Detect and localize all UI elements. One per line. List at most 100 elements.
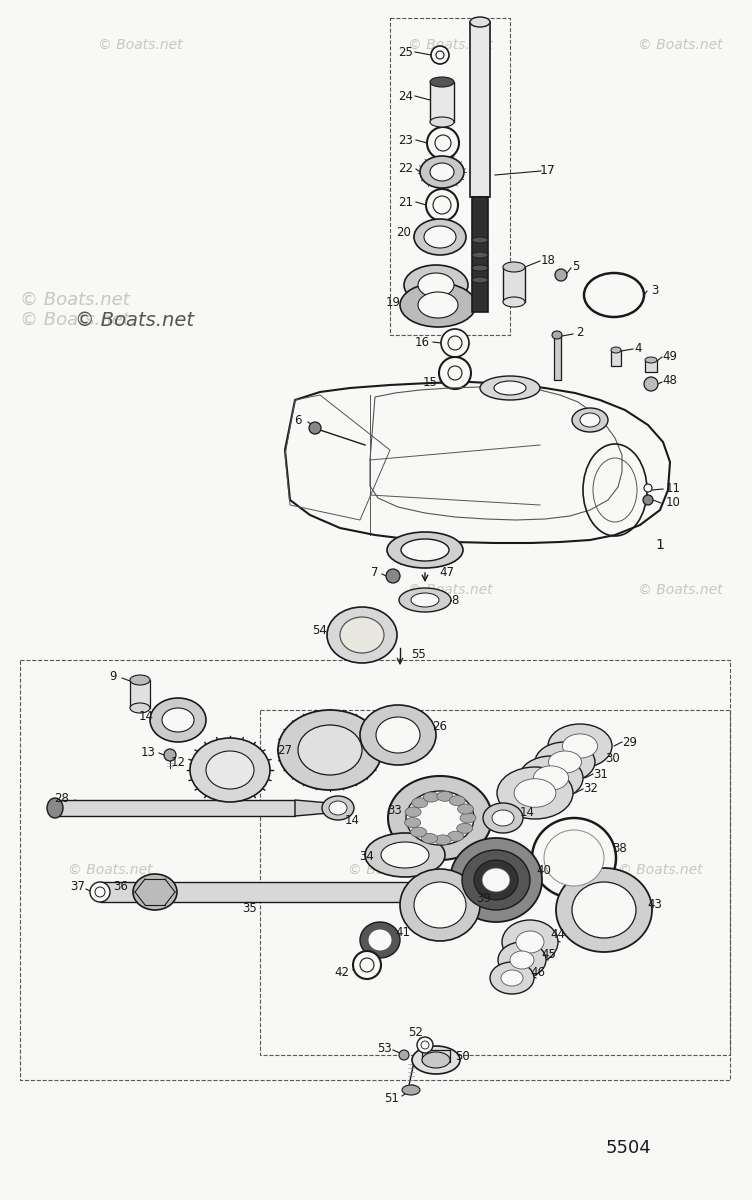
Ellipse shape [544, 830, 604, 886]
Ellipse shape [420, 156, 464, 188]
Text: 2: 2 [576, 326, 584, 340]
Circle shape [643, 494, 653, 505]
Text: 37: 37 [71, 881, 86, 894]
Polygon shape [295, 800, 330, 816]
Circle shape [427, 127, 459, 158]
Ellipse shape [562, 734, 598, 758]
Bar [472, 197, 488, 312]
Ellipse shape [450, 838, 542, 922]
Text: 40: 40 [537, 864, 551, 876]
Ellipse shape [480, 376, 540, 400]
Text: 18: 18 [541, 253, 556, 266]
Text: 19: 19 [386, 295, 401, 308]
Ellipse shape [278, 710, 382, 790]
Circle shape [426, 188, 458, 221]
Ellipse shape [309, 422, 321, 434]
Ellipse shape [457, 804, 474, 814]
Ellipse shape [437, 791, 453, 802]
Text: 31: 31 [593, 768, 608, 780]
Text: 9: 9 [109, 671, 117, 684]
Text: © Boats.net: © Boats.net [617, 863, 702, 877]
Ellipse shape [472, 277, 488, 283]
Ellipse shape [502, 920, 558, 964]
Ellipse shape [406, 791, 474, 845]
Ellipse shape [460, 814, 476, 823]
Ellipse shape [405, 817, 420, 828]
Circle shape [90, 882, 110, 902]
Bar [100, 882, 430, 902]
Ellipse shape [462, 850, 530, 910]
Text: 43: 43 [647, 899, 663, 912]
Ellipse shape [494, 382, 526, 395]
Ellipse shape [472, 252, 488, 258]
Text: 34: 34 [359, 850, 374, 863]
Ellipse shape [470, 17, 490, 26]
Ellipse shape [150, 698, 206, 742]
Ellipse shape [580, 413, 600, 427]
Text: 3: 3 [651, 283, 659, 296]
Text: 5504: 5504 [605, 1139, 651, 1157]
Text: 44: 44 [550, 929, 566, 942]
Circle shape [399, 1050, 409, 1060]
Ellipse shape [422, 833, 438, 844]
Text: 5: 5 [572, 260, 580, 274]
Text: 20: 20 [396, 226, 411, 239]
Ellipse shape [130, 703, 150, 713]
Ellipse shape [548, 751, 581, 773]
Circle shape [421, 1040, 429, 1049]
Text: 23: 23 [399, 133, 414, 146]
Text: © Boats.net: © Boats.net [75, 311, 194, 330]
Text: 38: 38 [613, 841, 627, 854]
Ellipse shape [381, 842, 429, 868]
Bar [130, 680, 150, 708]
Ellipse shape [497, 767, 573, 818]
Circle shape [431, 46, 449, 64]
Ellipse shape [404, 265, 468, 305]
Text: 45: 45 [541, 948, 556, 961]
Ellipse shape [414, 882, 466, 928]
Text: © Boats.net: © Boats.net [638, 583, 723, 596]
Text: 13: 13 [141, 745, 156, 758]
Ellipse shape [548, 724, 612, 768]
Text: 12: 12 [171, 756, 186, 769]
Ellipse shape [402, 1085, 420, 1094]
Ellipse shape [519, 756, 583, 800]
Ellipse shape [376, 716, 420, 754]
Text: 24: 24 [399, 90, 414, 102]
Text: © Boats.net: © Boats.net [347, 863, 432, 877]
Text: 17: 17 [540, 163, 556, 176]
Text: 53: 53 [378, 1042, 393, 1055]
Text: 54: 54 [313, 624, 327, 636]
Ellipse shape [584, 272, 644, 317]
Text: © Boats.net: © Boats.net [408, 583, 493, 596]
Text: 16: 16 [414, 336, 429, 348]
Ellipse shape [435, 835, 451, 845]
Text: 52: 52 [408, 1026, 423, 1038]
Text: 11: 11 [666, 481, 681, 494]
Text: 6: 6 [294, 414, 302, 426]
Bar [645, 360, 657, 372]
Text: 33: 33 [387, 804, 402, 816]
Text: © Boats.net: © Boats.net [20, 311, 130, 329]
Ellipse shape [340, 617, 384, 653]
Ellipse shape [532, 818, 616, 898]
Text: 15: 15 [423, 376, 438, 389]
Text: 49: 49 [663, 349, 678, 362]
Ellipse shape [430, 116, 454, 127]
Ellipse shape [418, 292, 458, 318]
Ellipse shape [514, 779, 556, 808]
Bar [611, 350, 621, 366]
Ellipse shape [516, 931, 544, 953]
Ellipse shape [611, 347, 621, 353]
Circle shape [164, 749, 176, 761]
Text: 46: 46 [530, 966, 545, 978]
Bar [503, 266, 525, 302]
Ellipse shape [474, 860, 518, 900]
Text: 27: 27 [277, 744, 293, 756]
Ellipse shape [472, 265, 488, 271]
Text: 32: 32 [584, 782, 599, 796]
Text: 4: 4 [634, 342, 641, 354]
Ellipse shape [365, 833, 445, 877]
Circle shape [435, 134, 451, 151]
Text: 8: 8 [451, 594, 459, 606]
